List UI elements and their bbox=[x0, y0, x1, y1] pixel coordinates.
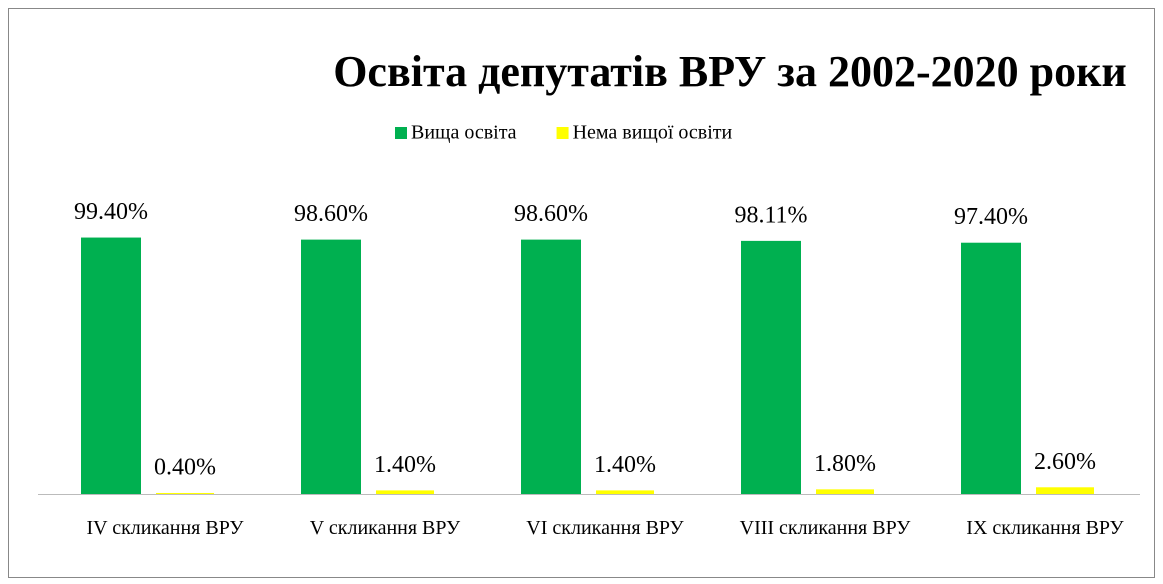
data-label: 1.80% bbox=[814, 451, 876, 477]
legend-label: Вища освіта bbox=[411, 122, 517, 144]
bar bbox=[816, 489, 874, 494]
bar bbox=[81, 237, 141, 494]
bar bbox=[596, 490, 654, 494]
legend-label: Нема вищої освіти bbox=[573, 122, 733, 144]
data-label: 98.60% bbox=[294, 201, 368, 227]
data-label: 99.40% bbox=[74, 199, 148, 225]
data-label: 1.40% bbox=[594, 452, 656, 478]
data-label: 1.40% bbox=[374, 452, 436, 478]
data-label: 98.60% bbox=[514, 201, 588, 227]
legend-swatch bbox=[556, 127, 569, 139]
bar bbox=[741, 240, 801, 494]
x-tick-label: IX скликання ВРУ bbox=[966, 517, 1124, 539]
data-label: 97.40% bbox=[954, 204, 1028, 230]
bar bbox=[521, 239, 581, 494]
data-label: 0.40% bbox=[154, 454, 216, 480]
bar bbox=[156, 492, 214, 494]
data-label: 98.11% bbox=[734, 202, 807, 228]
chart-title: Освіта депутатів ВРУ за 2002-2020 роки bbox=[333, 47, 1127, 96]
bar bbox=[1036, 487, 1094, 494]
x-tick-label: VIII скликання ВРУ bbox=[739, 517, 911, 539]
bar bbox=[376, 490, 434, 494]
data-label: 2.60% bbox=[1034, 449, 1096, 475]
x-tick-label: V скликання ВРУ bbox=[309, 517, 461, 539]
legend-swatch bbox=[395, 127, 407, 139]
x-tick-label: VI скликання ВРУ bbox=[526, 517, 684, 539]
x-tick-label: IV скликання ВРУ bbox=[86, 517, 244, 539]
bar bbox=[301, 239, 361, 494]
bar bbox=[961, 242, 1021, 494]
